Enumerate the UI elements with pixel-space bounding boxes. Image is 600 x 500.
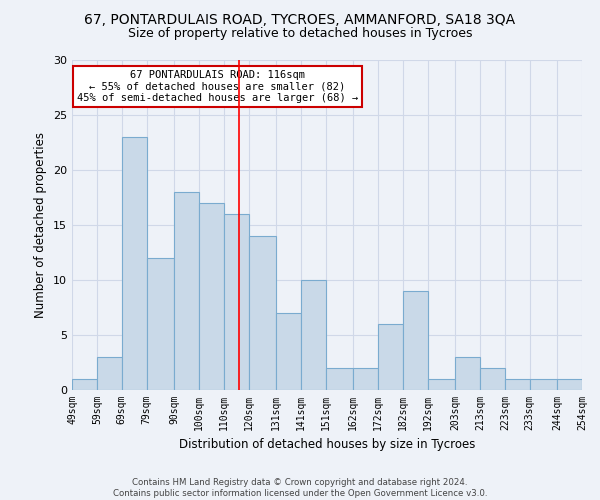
Bar — [224, 214, 248, 390]
Bar — [97, 357, 122, 390]
Bar — [174, 192, 199, 390]
Bar — [276, 313, 301, 390]
Text: Contains HM Land Registry data © Crown copyright and database right 2024.
Contai: Contains HM Land Registry data © Crown c… — [113, 478, 487, 498]
Bar — [72, 379, 97, 390]
Bar — [248, 236, 276, 390]
Bar — [301, 280, 326, 390]
Bar — [480, 368, 505, 390]
Bar — [146, 258, 174, 390]
Text: 67 PONTARDULAIS ROAD: 116sqm
← 55% of detached houses are smaller (82)
45% of se: 67 PONTARDULAIS ROAD: 116sqm ← 55% of de… — [77, 70, 358, 103]
Text: Size of property relative to detached houses in Tycroes: Size of property relative to detached ho… — [128, 28, 472, 40]
Bar — [455, 357, 480, 390]
Y-axis label: Number of detached properties: Number of detached properties — [34, 132, 47, 318]
Bar — [122, 137, 146, 390]
Bar — [530, 379, 557, 390]
Bar — [378, 324, 403, 390]
Bar — [557, 379, 582, 390]
Bar — [199, 203, 224, 390]
Bar — [428, 379, 455, 390]
Bar — [326, 368, 353, 390]
Bar — [403, 291, 428, 390]
X-axis label: Distribution of detached houses by size in Tycroes: Distribution of detached houses by size … — [179, 438, 475, 452]
Bar — [353, 368, 378, 390]
Text: 67, PONTARDULAIS ROAD, TYCROES, AMMANFORD, SA18 3QA: 67, PONTARDULAIS ROAD, TYCROES, AMMANFOR… — [85, 12, 515, 26]
Bar — [505, 379, 530, 390]
